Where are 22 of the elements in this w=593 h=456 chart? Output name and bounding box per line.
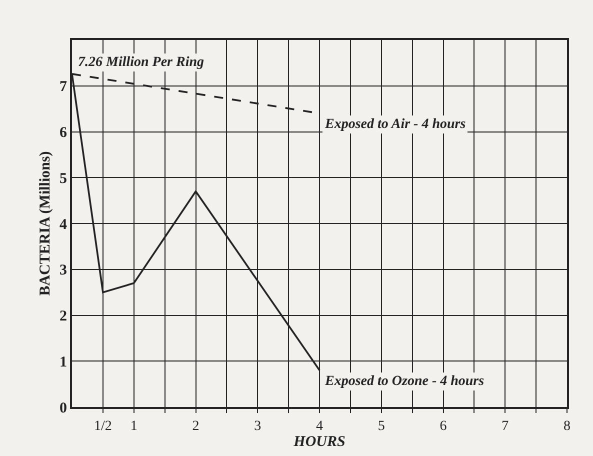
y-tick-label: 1 xyxy=(60,354,67,370)
x-tick-label: 6 xyxy=(440,418,447,434)
y-axis-title: BACTERIA (Millions) xyxy=(37,151,54,296)
y-tick-label: 5 xyxy=(60,170,67,187)
y-tick-label: 4 xyxy=(60,216,68,233)
x-tick-label: 7 xyxy=(502,418,509,434)
x-axis-title: HOURS xyxy=(292,434,346,450)
x-tick-label: 2 xyxy=(192,418,200,434)
x-tick-label: 1 xyxy=(130,418,138,434)
y-tick-label: 7 xyxy=(60,79,68,96)
x-tick-label: 5 xyxy=(378,418,385,434)
x-tick-label: 8 xyxy=(564,418,570,434)
x-tick-label: 3 xyxy=(254,418,262,434)
y-tick-label: 6 xyxy=(60,125,68,141)
y-tick-label: 3 xyxy=(60,262,67,279)
series-label: Exposed to Air - 4 hours xyxy=(324,117,466,132)
x-tick-label: 4 xyxy=(316,418,323,434)
x-tick-label: 1/2 xyxy=(94,418,112,434)
y-tick-label: 0 xyxy=(60,400,67,416)
series-label: Exposed to Ozone - 4 hours xyxy=(324,374,485,389)
annotation: 7.26 Million Per Ring xyxy=(78,55,204,70)
y-tick-label: 2 xyxy=(60,308,67,324)
